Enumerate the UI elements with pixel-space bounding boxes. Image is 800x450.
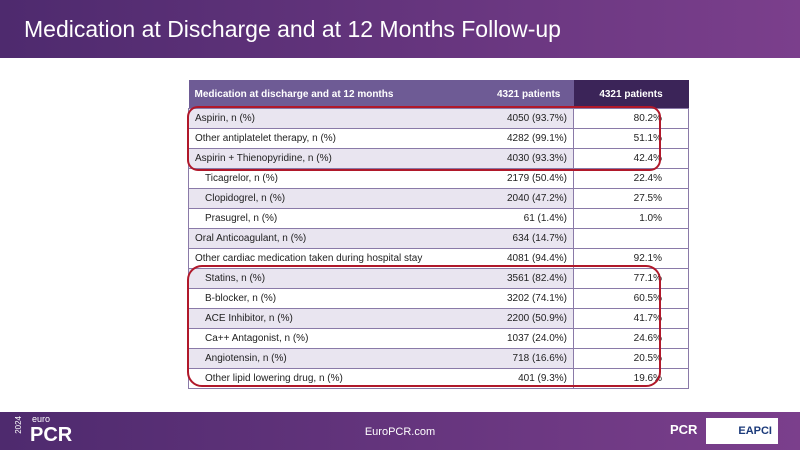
table-row: Other lipid lowering drug, n (%) 401 (9.3…	[188, 368, 689, 389]
table-cell: 61 (1.4%)	[491, 208, 574, 229]
table-cell: 2179 (50.4%)	[491, 168, 574, 189]
table-cell: 77.1%	[573, 268, 689, 289]
column-header: 4321 patients	[491, 80, 574, 109]
table-cell: 4282 (99.1%)	[491, 128, 574, 149]
table-cell: Other cardiac medication taken during ho…	[188, 248, 491, 269]
table-cell: 41.7%	[573, 308, 689, 329]
medication-table: Medication at discharge and at 12 months…	[188, 80, 689, 389]
table-cell: 2040 (47.2%)	[491, 188, 574, 209]
table-cell: 20.5%	[573, 348, 689, 369]
table-row: Aspirin, n (%) 4050 (93.7%) 80.2%	[188, 108, 689, 129]
table-cell: 3202 (74.1%)	[491, 288, 574, 309]
table-cell: 2200 (50.9%)	[491, 308, 574, 329]
table-row: Ca++ Antagonist, n (%) 1037 (24.0%) 24.6%	[188, 328, 689, 349]
table-cell: Prasugrel, n (%)	[188, 208, 491, 229]
table-cell: ACE Inhibitor, n (%)	[188, 308, 491, 329]
table-cell: 1.0%	[573, 208, 689, 229]
table-cell: 24.6%	[573, 328, 689, 349]
table-cell: 4030 (93.3%)	[491, 148, 574, 169]
brand-small: euro	[32, 414, 51, 424]
table-row: Statins, n (%) 3561 (82.4%) 77.1%	[188, 268, 689, 289]
table-cell: 27.5%	[573, 188, 689, 209]
table-cell: Ca++ Antagonist, n (%)	[188, 328, 491, 349]
table-cell: Other lipid lowering drug, n (%)	[188, 368, 491, 389]
table-row: Ticagrelor, n (%) 2179 (50.4%) 22.4%	[188, 168, 689, 189]
table-cell: Angiotensin, n (%)	[188, 348, 491, 369]
footer: 2024 euro PCR EuroPCR.com PCR EAPCI	[0, 412, 800, 450]
logo-pcr: PCR	[670, 422, 698, 437]
table-cell: 718 (16.6%)	[491, 348, 574, 369]
table-cell: B-blocker, n (%)	[188, 288, 491, 309]
table-cell: 60.5%	[573, 288, 689, 309]
table-row: Prasugrel, n (%) 61 (1.4%) 1.0%	[188, 208, 689, 229]
table-row: Clopidogrel, n (%) 2040 (47.2%) 27.5%	[188, 188, 689, 209]
slide-title: Medication at Discharge and at 12 Months…	[24, 16, 561, 42]
table-row: Oral Anticoagulant, n (%) 634 (14.7%)	[188, 228, 689, 249]
table-cell: 19.6%	[573, 368, 689, 389]
table-cell: 80.2%	[573, 108, 689, 129]
table-cell: Aspirin + Thienopyridine, n (%)	[188, 148, 491, 169]
table-row: Other antiplatelet therapy, n (%) 4282 (9…	[188, 128, 689, 149]
logo-eapci: EAPCI	[706, 418, 778, 444]
table-cell: 634 (14.7%)	[491, 228, 574, 249]
table-cell: 401 (9.3%)	[491, 368, 574, 389]
table-cell: Oral Anticoagulant, n (%)	[188, 228, 491, 249]
column-header: 4321 patients	[573, 80, 689, 109]
table-cell: 1037 (24.0%)	[491, 328, 574, 349]
table-row: B-blocker, n (%) 3202 (74.1%) 60.5%	[188, 288, 689, 309]
table-row: ACE Inhibitor, n (%) 2200 (50.9%) 41.7%	[188, 308, 689, 329]
table-cell	[573, 228, 689, 249]
brand: PCR	[30, 424, 73, 446]
table-row: Angiotensin, n (%) 718 (16.6%) 20.5%	[188, 348, 689, 369]
table-cell: 51.1%	[573, 128, 689, 149]
column-header: Medication at discharge and at 12 months	[188, 80, 491, 109]
table-cell: Aspirin, n (%)	[188, 108, 491, 129]
url: EuroPCR.com	[364, 426, 436, 438]
table-cell: 92.1%	[573, 248, 689, 269]
table-row: Aspirin + Thienopyridine, n (%) 4030 (93.…	[188, 148, 689, 169]
table-cell: 22.4%	[573, 168, 689, 189]
table-row: Other cardiac medication taken during ho…	[188, 248, 689, 269]
table-cell: Other antiplatelet therapy, n (%)	[188, 128, 491, 149]
table-cell: 4081 (94.4%)	[491, 248, 574, 269]
table-cell: Ticagrelor, n (%)	[188, 168, 491, 189]
table-cell: 3561 (82.4%)	[491, 268, 574, 289]
header-row: Medication at discharge and at 12 months…	[188, 80, 689, 109]
table-cell: 4050 (93.7%)	[491, 108, 574, 129]
table-cell: Clopidogrel, n (%)	[188, 188, 491, 209]
title-bar: Medication at Discharge and at 12 Months…	[0, 0, 800, 58]
table-cell: Statins, n (%)	[188, 268, 491, 289]
table-cell: 42.4%	[573, 148, 689, 169]
